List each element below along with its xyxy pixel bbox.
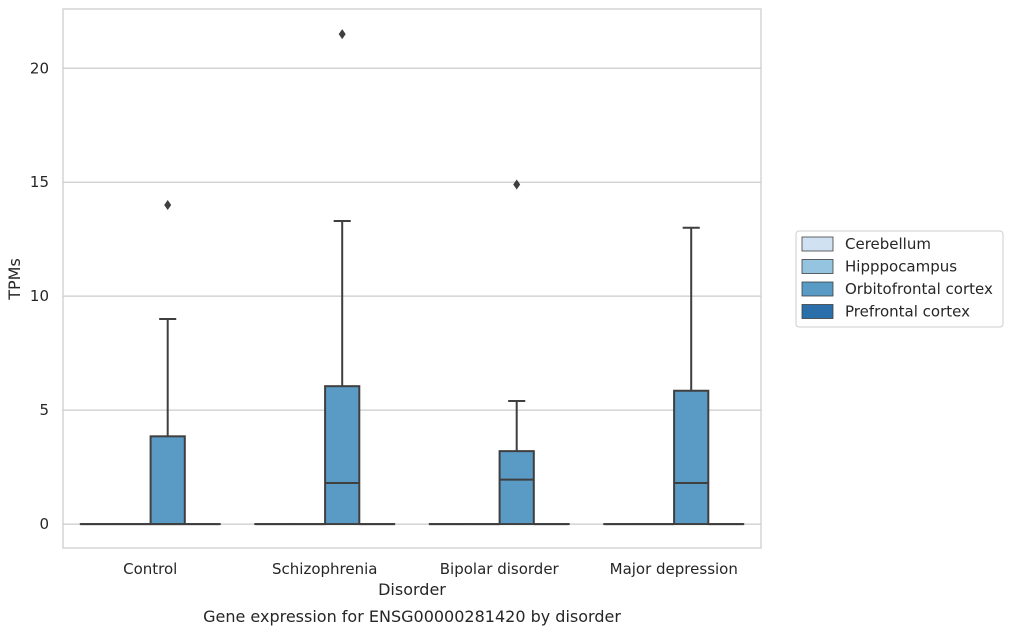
- x-tick-label: Schizophrenia: [272, 560, 377, 578]
- box-outlier: [164, 200, 172, 210]
- box-body: [149, 435, 186, 526]
- x-tick-label: Control: [123, 560, 177, 578]
- y-axis-label: TPMs: [5, 258, 24, 301]
- y-tick-label: 10: [30, 287, 49, 305]
- box-orbitofrontal-cortex: [673, 226, 710, 526]
- legend-swatch: [801, 259, 834, 274]
- legend-label: Hipppocampus: [845, 258, 957, 276]
- x-tick-label: Bipolar disorder: [440, 560, 560, 578]
- chart-caption: Gene expression for ENSG00000281420 by d…: [203, 607, 621, 626]
- legend-label: Orbitofrontal cortex: [845, 280, 993, 298]
- y-tick-label: 0: [39, 515, 49, 533]
- y-tick-label: 5: [39, 401, 49, 419]
- legend-swatch: [801, 281, 834, 297]
- y-tick-labels: 0 5 10 15 20: [30, 59, 49, 533]
- box-body: [673, 389, 710, 526]
- legend-label: Cerebellum: [845, 235, 931, 253]
- plot-frame: [62, 8, 762, 549]
- y-tick-label: 15: [30, 173, 49, 191]
- box-orbitofrontal-cortex: [324, 29, 361, 526]
- legend-swatch: [801, 236, 834, 252]
- box-outlier: [338, 29, 346, 40]
- legend-label: Prefrontal cortex: [845, 303, 970, 321]
- box-body: [498, 450, 535, 526]
- x-tick-label: Major depression: [610, 560, 738, 578]
- box-orbitofrontal-cortex: [149, 200, 186, 526]
- legend-frame: [795, 230, 1004, 328]
- legend-swatch: [801, 304, 834, 319]
- y-tick-label: 20: [30, 59, 49, 77]
- box-plots: [79, 29, 745, 526]
- x-axis-label: Disorder: [378, 580, 446, 599]
- box-orbitofrontal-cortex: [498, 179, 535, 526]
- x-tick-labels: Control Schizophrenia Bipolar disorder Majo…: [123, 560, 738, 578]
- box-outlier: [513, 179, 521, 190]
- box-body: [324, 385, 361, 526]
- legend: Cerebellum Hipppocampus Orbitofrontal cort…: [795, 230, 1004, 328]
